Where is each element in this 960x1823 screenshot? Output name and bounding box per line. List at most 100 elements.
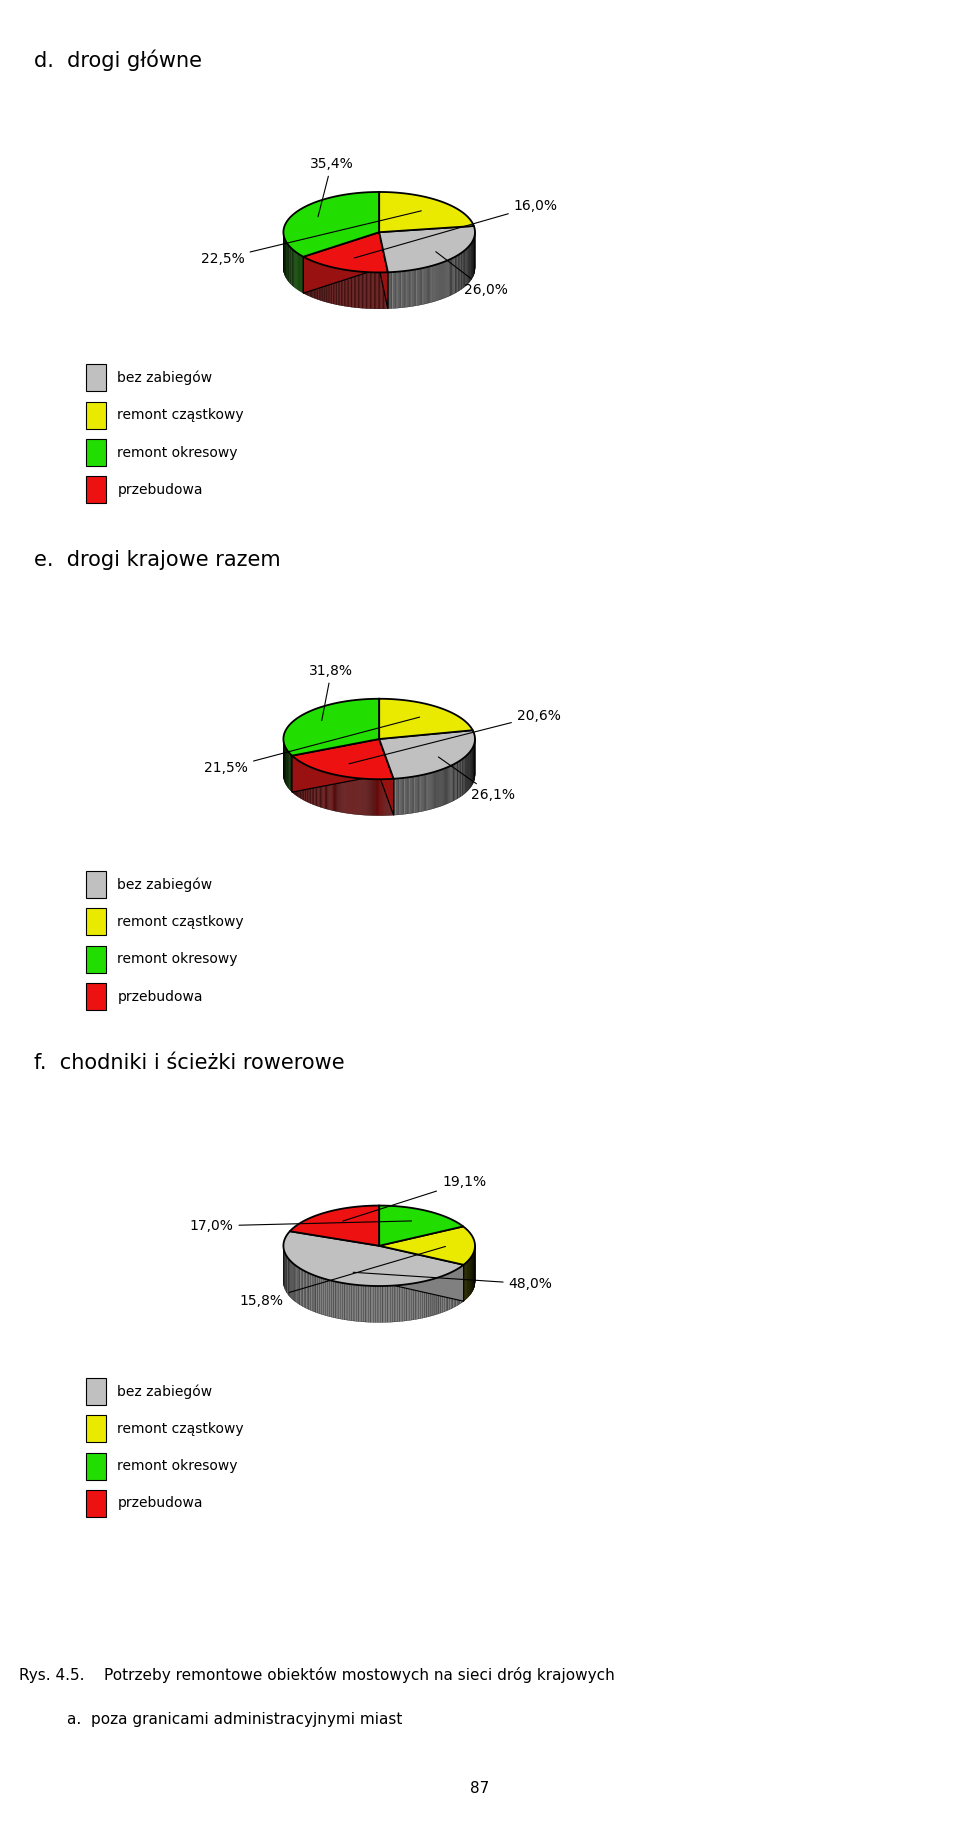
Polygon shape <box>385 1285 388 1322</box>
Polygon shape <box>377 778 378 815</box>
Text: przebudowa: przebudowa <box>117 990 203 1004</box>
Text: d.  drogi główne: d. drogi główne <box>34 49 202 71</box>
Polygon shape <box>404 778 405 815</box>
Polygon shape <box>311 1274 312 1311</box>
Bar <box>86 1453 107 1480</box>
Polygon shape <box>419 775 420 811</box>
Polygon shape <box>283 698 379 757</box>
Polygon shape <box>307 1272 309 1309</box>
Polygon shape <box>443 263 444 299</box>
Polygon shape <box>296 1265 298 1303</box>
Polygon shape <box>371 778 372 815</box>
Polygon shape <box>420 268 421 304</box>
Polygon shape <box>436 771 437 808</box>
Polygon shape <box>300 1269 301 1305</box>
Polygon shape <box>424 1282 427 1318</box>
Bar <box>86 983 107 1010</box>
Polygon shape <box>373 778 375 815</box>
Bar <box>86 1489 107 1517</box>
Polygon shape <box>356 778 357 815</box>
Text: bez zabiegów: bez zabiegów <box>117 877 212 891</box>
Polygon shape <box>393 778 394 815</box>
Polygon shape <box>392 272 394 308</box>
Text: 26,1%: 26,1% <box>439 757 515 802</box>
Polygon shape <box>294 1263 295 1302</box>
Polygon shape <box>372 778 373 815</box>
Polygon shape <box>395 1285 397 1322</box>
Bar <box>86 1415 107 1442</box>
Polygon shape <box>301 1269 302 1307</box>
Polygon shape <box>342 777 343 813</box>
Text: przebudowa: przebudowa <box>117 1497 203 1511</box>
Polygon shape <box>414 270 415 306</box>
Text: 26,0%: 26,0% <box>436 252 508 297</box>
Polygon shape <box>329 1280 331 1316</box>
Polygon shape <box>364 1285 366 1322</box>
Polygon shape <box>411 270 412 306</box>
Polygon shape <box>432 773 433 809</box>
Text: przebudowa: przebudowa <box>117 483 203 498</box>
Polygon shape <box>443 1276 444 1313</box>
Polygon shape <box>347 777 348 813</box>
Polygon shape <box>406 777 408 813</box>
Polygon shape <box>351 1285 354 1322</box>
Polygon shape <box>409 777 410 813</box>
Polygon shape <box>293 1263 294 1300</box>
Polygon shape <box>299 253 300 290</box>
Polygon shape <box>304 1271 305 1307</box>
Text: f.  chodniki i ścieżki rowerowe: f. chodniki i ścieżki rowerowe <box>34 1054 345 1072</box>
Polygon shape <box>359 1285 361 1322</box>
Text: e.  drogi krajowe razem: e. drogi krajowe razem <box>34 551 280 569</box>
Text: 31,8%: 31,8% <box>309 664 353 720</box>
Polygon shape <box>399 272 401 308</box>
Polygon shape <box>437 264 438 301</box>
Polygon shape <box>355 778 356 815</box>
Polygon shape <box>378 778 379 815</box>
Polygon shape <box>459 1267 460 1305</box>
Polygon shape <box>449 1272 451 1309</box>
Polygon shape <box>346 777 347 813</box>
Polygon shape <box>334 1282 336 1318</box>
Polygon shape <box>381 778 382 815</box>
Bar <box>86 365 107 392</box>
Polygon shape <box>370 778 371 815</box>
Polygon shape <box>427 773 428 809</box>
Text: remont cząstkowy: remont cząstkowy <box>117 408 244 423</box>
Polygon shape <box>379 232 388 308</box>
Polygon shape <box>384 778 385 815</box>
Polygon shape <box>437 1278 439 1314</box>
Bar <box>86 1378 107 1406</box>
Polygon shape <box>379 191 474 232</box>
Polygon shape <box>457 1269 459 1305</box>
Polygon shape <box>364 778 365 815</box>
Polygon shape <box>375 778 376 815</box>
Polygon shape <box>336 1282 338 1318</box>
Polygon shape <box>441 263 442 299</box>
Polygon shape <box>320 1278 322 1314</box>
Polygon shape <box>440 769 441 806</box>
Polygon shape <box>309 1272 311 1311</box>
Text: 16,0%: 16,0% <box>354 199 558 259</box>
Polygon shape <box>433 1278 435 1316</box>
Text: remont cząstkowy: remont cząstkowy <box>117 1422 244 1437</box>
Polygon shape <box>418 270 419 306</box>
Polygon shape <box>442 769 444 806</box>
Polygon shape <box>353 778 354 815</box>
Polygon shape <box>379 1245 464 1302</box>
Text: 19,1%: 19,1% <box>343 1176 486 1221</box>
Polygon shape <box>379 738 394 815</box>
Polygon shape <box>360 778 362 815</box>
Polygon shape <box>439 769 440 808</box>
Polygon shape <box>386 778 388 815</box>
Polygon shape <box>292 738 394 778</box>
Polygon shape <box>379 232 388 308</box>
Polygon shape <box>322 1278 324 1314</box>
Polygon shape <box>437 771 438 808</box>
Polygon shape <box>348 1283 349 1320</box>
Polygon shape <box>422 1282 424 1318</box>
Polygon shape <box>412 1283 414 1320</box>
Polygon shape <box>292 738 379 791</box>
Text: 35,4%: 35,4% <box>310 157 353 217</box>
Polygon shape <box>441 1276 443 1313</box>
Polygon shape <box>419 1282 420 1318</box>
